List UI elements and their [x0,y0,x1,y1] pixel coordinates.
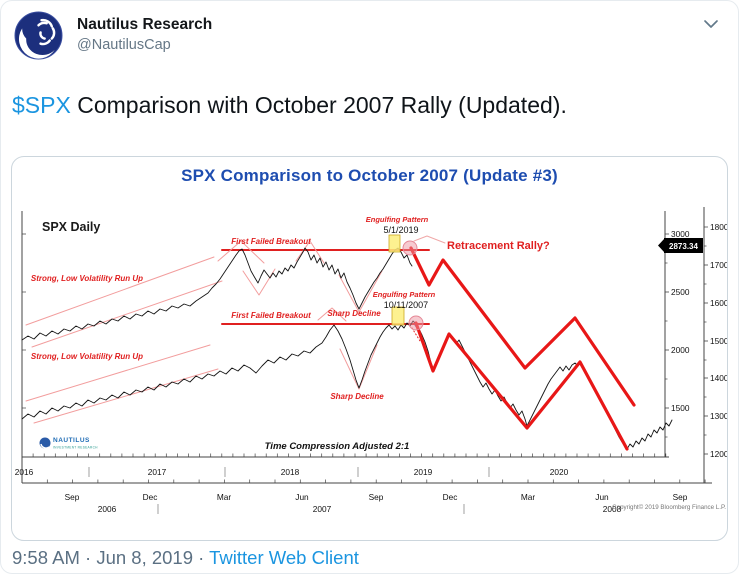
tweet-text-body: Comparison with October 2007 Rally (Upda… [70,92,567,118]
engulfing-candle-box-2007 [391,306,405,326]
label-footnote: Time Compression Adjusted 2:1 [265,441,410,452]
pivot-circle-2007 [408,315,424,331]
caret-top-dip [242,268,276,296]
label-retracement-rally: Retracement Rally? [447,240,550,252]
label-strong-runup-bottom: Strong, Low Volatility Run Up [31,352,143,361]
tweet-footer: 9:58 AM · Jun 8, 2019 · Twitter Web Clie… [12,547,359,569]
x-year-label: 2016 [15,467,34,477]
channel-line-top-lower [31,280,223,348]
y-axis-outer-label: 1500 [710,336,728,346]
label-first-failed-breakout-bottom: First Failed Breakout [231,311,311,320]
y-axis-outer-label: 1600 [710,298,728,308]
cashtag-link[interactable]: $SPX [12,92,71,118]
x-month-label: Jun [295,492,309,502]
actual-decline-path-2007-2008 [414,321,629,451]
channel-line-bottom-lower [33,368,219,424]
x-month-label: Mar [521,492,536,502]
watermark-sub: INVESTMENT RESEARCH [53,446,98,450]
tweet-menu-button[interactable] [700,13,722,35]
y-axis-outer-label: 1200 [710,449,728,459]
caret-bottom-sharp-decline [339,344,378,390]
price-tag-value: 2873.34 [669,242,698,251]
price-tag-arrow [658,238,665,253]
caret-top-peak2 [295,240,325,264]
price-tag [664,238,703,253]
copyright-text: Copyright© 2019 Bloomberg Finance L.P. [612,504,726,511]
x-year-label: 2019 [414,467,433,477]
series-spx-daily-2016-2019 [21,247,413,341]
x-year2-label: 2008 [603,504,622,514]
y-axis-inner-label: 1500 [671,403,690,413]
chevron-down-icon [704,20,718,28]
source-link[interactable]: Twitter Web Client [209,547,359,568]
watermark-name: NAUTILUS [53,437,90,444]
label-spx-daily: SPX Daily [42,220,100,234]
label-sharp-decline-bottom: Sharp Decline [330,392,384,401]
retracement-pointer-squiggle [413,235,446,244]
x-year2-label: 2007 [313,504,332,514]
channel-line-bottom-upper [25,344,211,402]
nautilus-swirl-logo [14,11,63,60]
caret-bottom-peak [317,307,347,322]
pivot-circle-2019 [402,240,418,256]
x-year2-label: 2006 [98,504,117,514]
label-date-top: 5/1/2019 [383,225,418,235]
y-axis-inner-label: 2500 [671,287,690,297]
chart-title: SPX Comparison to October 2007 (Update #… [181,166,558,185]
x-year-label: 2020 [550,467,569,477]
x-month-label: Jun [595,492,609,502]
label-engulfing-bottom: Engulfing Pattern [373,290,436,299]
label-strong-runup-top: Strong, Low Volatility Run Up [31,274,143,283]
y-axis-outer-label: 1400 [710,373,728,383]
label-first-failed-breakout-top: First Failed Breakout [231,237,311,246]
x-month-label: Dec [143,492,158,502]
projected-retracement-path-2019-2020 [409,246,636,407]
caret-top-peak1 [217,240,265,264]
caret-top-sharp-decline [338,270,383,313]
engulfing-candle-box-2019 [388,234,401,253]
tweet-text: $SPX Comparison with October 2007 Rally … [12,90,728,121]
chart-media[interactable]: 2016 2017 2018 2019 2020 Sep Dec Mar Jun Sep Dec Ma… [11,156,728,541]
spx-comparison-chart: 2016 2017 2018 2019 2020 Sep Dec Mar Jun Sep Dec Ma… [15,207,728,514]
series-spx-daily-2006-2008 [21,320,673,450]
y-axis-inner-label: 2000 [671,345,690,355]
x-year-label: 2017 [148,467,167,477]
x-month-label: Sep [65,492,80,502]
author-name[interactable]: Nautilus Research [77,16,213,33]
x-month-label: Mar [217,492,232,502]
x-month-label: Dec [443,492,458,502]
y-axis-inner-label: 3000 [671,229,690,239]
y-axis-outer-label: 1300 [710,411,728,421]
nautilus-avatar[interactable] [14,11,63,60]
x-month-label: Sep [673,492,688,502]
y-axis-outer-label: 1800 [710,222,728,232]
label-sharp-decline-top: Sharp Decline [327,309,381,318]
engulfing-red-dots [411,327,421,342]
channel-line-top-upper [25,256,215,326]
timestamp: 9:58 AM · Jun 8, 2019 · [12,547,210,568]
watermark-logo-swirl [40,443,50,449]
x-year-label: 2018 [281,467,300,477]
author-handle[interactable]: @NautilusCap [77,37,171,53]
label-date-bottom: 10/11/2007 [384,300,428,310]
label-engulfing-top: Engulfing Pattern [366,215,429,224]
x-month-label: Sep [369,492,384,502]
y-axis-outer-label: 1700 [710,260,728,270]
